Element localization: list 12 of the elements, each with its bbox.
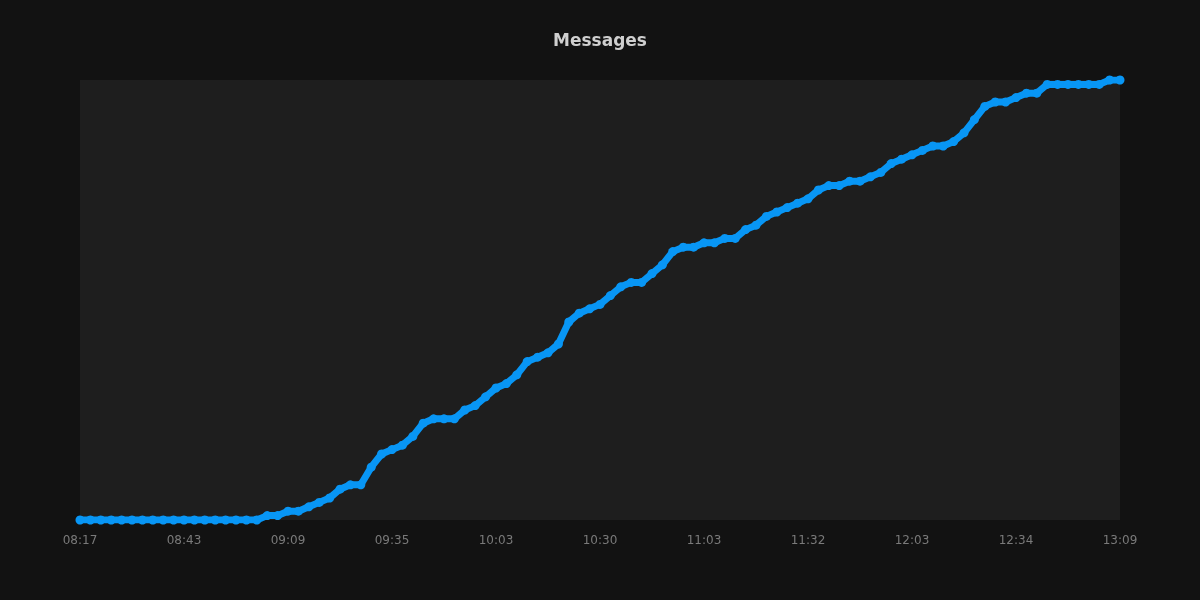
chart-title: Messages xyxy=(553,29,647,50)
x-tick-label: 09:09 xyxy=(270,533,306,547)
x-tick-label: 10:30 xyxy=(582,533,618,547)
x-tick-label: 09:35 xyxy=(374,533,410,547)
x-tick-label: 08:17 xyxy=(62,533,98,547)
x-tick-label: 10:03 xyxy=(478,533,514,547)
x-tick-label: 11:03 xyxy=(686,533,722,547)
x-tick-label: 12:34 xyxy=(998,533,1034,547)
x-tick-label: 12:03 xyxy=(894,533,930,547)
x-tick-label: 13:09 xyxy=(1102,533,1138,547)
x-tick-label: 08:43 xyxy=(166,533,202,547)
x-tick-label: 11:32 xyxy=(790,533,826,547)
